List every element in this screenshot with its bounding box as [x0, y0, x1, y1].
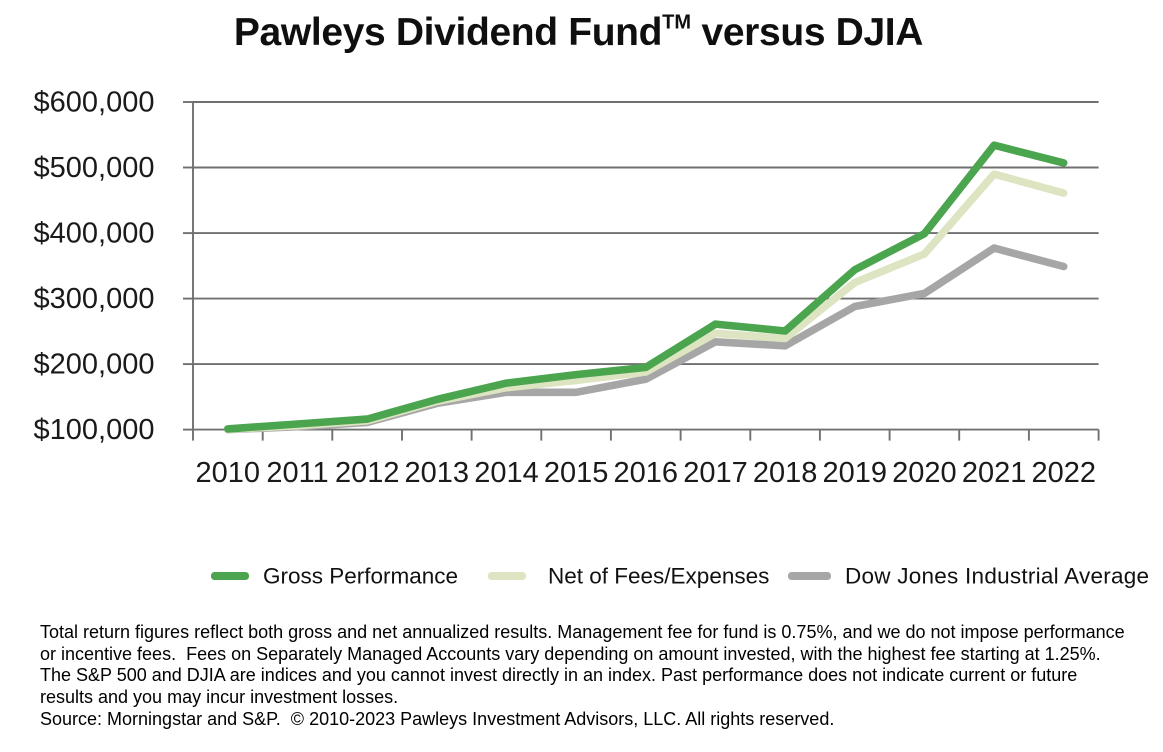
svg-text:$500,000: $500,000 — [34, 152, 155, 184]
svg-text:2015: 2015 — [544, 457, 609, 489]
svg-text:2022: 2022 — [1031, 457, 1096, 489]
svg-text:$400,000: $400,000 — [34, 218, 155, 250]
svg-text:2012: 2012 — [335, 457, 400, 489]
svg-text:2013: 2013 — [405, 457, 470, 489]
svg-text:2016: 2016 — [614, 457, 679, 489]
svg-text:2011: 2011 — [266, 457, 328, 489]
svg-text:$100,000: $100,000 — [34, 414, 155, 446]
svg-text:Net of Fees/Expenses: Net of Fees/Expenses — [548, 564, 769, 589]
svg-text:2017: 2017 — [683, 457, 748, 489]
svg-text:Dow Jones Industrial Average: Dow Jones Industrial Average — [845, 564, 1149, 589]
svg-text:$200,000: $200,000 — [34, 349, 155, 381]
svg-text:2018: 2018 — [753, 457, 818, 489]
svg-text:$300,000: $300,000 — [34, 283, 155, 315]
svg-text:Gross Performance: Gross Performance — [263, 564, 458, 589]
svg-text:$600,000: $600,000 — [34, 87, 155, 119]
svg-text:2021: 2021 — [962, 457, 1027, 489]
svg-text:2014: 2014 — [474, 457, 539, 489]
svg-text:2019: 2019 — [823, 457, 888, 489]
svg-text:2010: 2010 — [196, 457, 261, 489]
svg-text:2020: 2020 — [892, 457, 957, 489]
